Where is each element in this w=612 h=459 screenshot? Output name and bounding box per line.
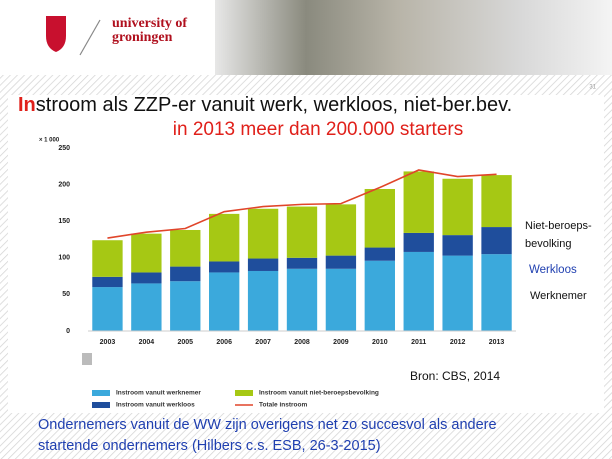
bar-segment [481,227,512,255]
bar-segment [170,229,201,267]
x-tick-label: 2008 [294,339,310,346]
x-tick-label: 2010 [372,339,388,346]
x-tick-label: 2006 [216,339,232,346]
bar-segment [92,287,123,331]
annotation: Werknemer [530,290,587,302]
bar-segment [170,266,201,282]
y-tick-label: 250 [58,145,70,152]
x-tick-label: 2009 [333,339,349,346]
bar-segment [131,272,162,284]
logo-shield [46,16,66,52]
slide-title: Instroom als ZZP-er vanuit werk, werkloo… [18,94,512,116]
bar-segment [247,208,279,259]
bar-segment [286,257,318,269]
x-tick-label: 2005 [177,339,193,346]
bar-segment [325,204,357,256]
bar-segment [209,272,240,331]
bar-segment [364,260,395,331]
bar-segment [325,255,357,269]
legend-label: Instroom vanuit werknemer [116,390,201,397]
header-logo-area [0,0,215,75]
print-icon [82,353,92,365]
footer-text: startende ondernemers (Hilbers c.s. ESB,… [38,438,381,454]
bar-segment [286,268,318,331]
bar-segment [442,178,473,236]
x-tick-label: 2013 [489,339,505,346]
annotation: Niet-beroeps- [525,220,592,232]
bar-segment [131,233,162,273]
bar-segment [325,268,357,331]
y-tick-label: 50 [62,291,70,298]
y-tick-label: 100 [58,255,70,262]
bar-segment [364,188,395,248]
bar-segment [131,283,162,331]
x-tick-label: 2007 [255,339,271,346]
legend-swatch [235,390,253,396]
bar-segment [442,235,473,256]
x-tick-label: 2004 [139,339,155,346]
title-rest: stroom als ZZP-er vanuit werk, werkloos,… [36,94,512,116]
y-tick-label: 150 [58,218,70,225]
page-number: 31 [589,85,596,91]
annotation: Werkloos [529,264,577,276]
bar-segment [209,261,240,273]
bar-segment [92,240,123,277]
bar-segment [170,281,201,331]
subtitle: in 2013 meer dan 200.000 starters [173,119,463,140]
bar-segment [403,171,434,233]
x-tick-label: 2012 [450,339,466,346]
bar-segment [364,247,395,261]
source: Bron: CBS, 2014 [410,369,500,383]
legend-label: Instroom vanuit niet-beroepsbevolking [259,390,379,397]
footer-text: Ondernemers vanuit de WW zijn overigens … [38,417,497,433]
legend-swatch [92,390,110,396]
bar-segment [442,255,473,331]
y-tick-label: 0 [66,328,70,335]
bar-segment [286,206,318,258]
legend-label: Instroom vanuit werkloos [116,402,195,409]
total-line [107,169,497,239]
logo-text: groningen [112,30,173,45]
bar-segment [481,254,512,331]
logo-slash [79,19,101,56]
bar-segment [247,258,279,271]
bar-segment [92,276,123,288]
annotation: bevolking [525,238,571,250]
bar-segment [209,213,240,262]
unit-label: × 1 000 [39,138,60,144]
bar-segment [481,175,512,228]
x-tick-label: 2011 [411,339,426,346]
bar-segment [403,232,434,252]
title-prefix: In [18,94,36,116]
bar-segment [403,251,434,331]
bar-segment [247,270,279,331]
y-tick-label: 200 [58,181,70,188]
x-tick-label: 2003 [100,339,116,346]
logo-text: university of [112,16,187,31]
legend-swatch [92,402,110,408]
legend-label: Totale instroom [259,402,307,409]
